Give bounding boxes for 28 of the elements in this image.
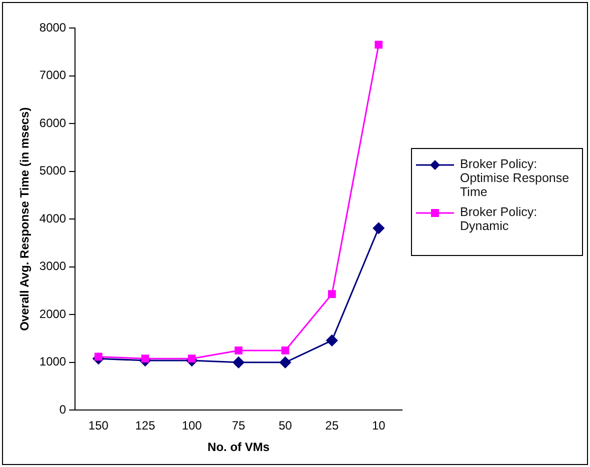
y-tick-label: 2000 bbox=[39, 306, 66, 321]
y-tick-label: 5000 bbox=[39, 164, 66, 178]
legend-label: Broker Policy: Optimise Response Time bbox=[460, 157, 570, 199]
y-tick-label: 8000 bbox=[39, 20, 66, 34]
point bbox=[326, 334, 338, 346]
point bbox=[374, 40, 383, 49]
point bbox=[232, 356, 244, 368]
point bbox=[234, 346, 242, 354]
point bbox=[372, 222, 384, 234]
x-tick-label: 10 bbox=[372, 418, 386, 433]
y-tick-label: 7000 bbox=[39, 68, 66, 82]
point bbox=[281, 346, 290, 354]
y-tick-label: 4000 bbox=[39, 211, 66, 226]
point bbox=[328, 290, 336, 298]
y-tick-label: 1000 bbox=[39, 354, 66, 369]
point bbox=[280, 356, 291, 368]
x-tick-label: 50 bbox=[278, 418, 292, 433]
y-tick-label: 0 bbox=[59, 402, 66, 417]
x-tick-label: 75 bbox=[232, 418, 246, 433]
x-tick-label: 25 bbox=[325, 418, 339, 433]
x-tick-label: 100 bbox=[182, 418, 202, 433]
y-tick-label: 6000 bbox=[39, 116, 66, 130]
x-tick-label: 125 bbox=[135, 418, 156, 433]
y-tick-label: 3000 bbox=[39, 259, 66, 274]
y-axis-title: Overall Avg. Response Time (in msecs) bbox=[18, 107, 32, 331]
legend-label: Broker Policy: Dynamic bbox=[460, 205, 538, 233]
x-tick-label: 150 bbox=[88, 418, 109, 433]
x-axis-title: No. of VMs bbox=[208, 440, 270, 454]
